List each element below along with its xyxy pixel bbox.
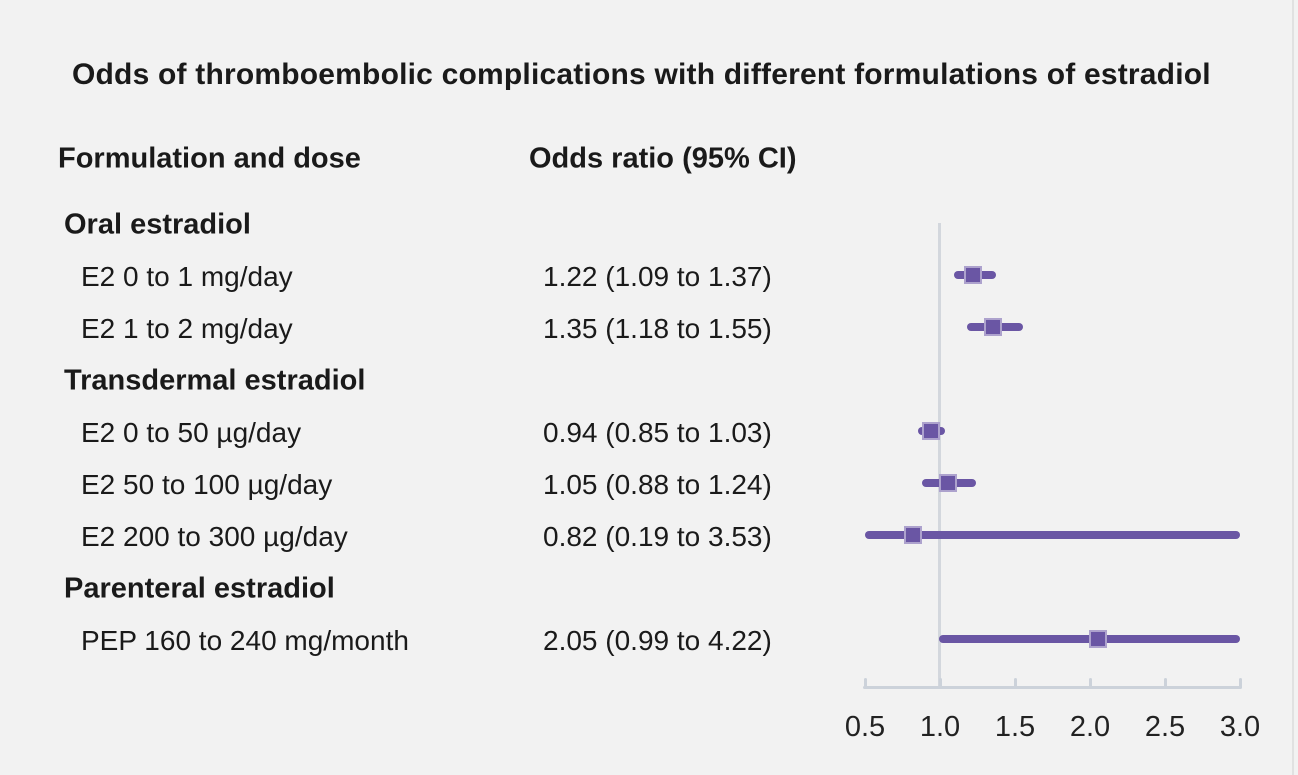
x-axis-tick: [1088, 678, 1092, 688]
row-label: E2 0 to 50 µg/day: [81, 417, 302, 448]
column-header-formulation: Formulation and dose: [58, 142, 361, 175]
row-label: E2 50 to 100 µg/day: [81, 469, 333, 500]
x-axis-tick-label: 1.0: [919, 711, 961, 743]
point-estimate-marker: [904, 526, 922, 544]
ci-line: [865, 531, 1240, 539]
x-axis-tick-label: 1.5: [994, 711, 1036, 743]
x-axis-tick: [863, 678, 867, 688]
column-header-odds-ratio: Odds ratio (95% CI): [529, 142, 797, 175]
x-axis-tick-label: 3.0: [1219, 711, 1261, 743]
chart-title: Odds of thromboembolic complications wit…: [72, 58, 1211, 91]
screenshot-right-edge: [1292, 0, 1294, 775]
point-estimate-marker: [938, 474, 957, 492]
row-odds-ratio-value: 1.05 (0.88 to 1.24): [543, 469, 772, 500]
x-axis-baseline: [863, 686, 1242, 689]
row-odds-ratio-value: 1.22 (1.09 to 1.37): [543, 261, 772, 292]
row-label: PEP 160 to 240 mg/month: [81, 625, 409, 656]
point-estimate-marker: [1088, 630, 1107, 648]
row-odds-ratio-value: 1.35 (1.18 to 1.55): [543, 313, 772, 344]
group-label: Parenteral estradiol: [64, 572, 335, 605]
x-axis-tick: [1163, 678, 1167, 688]
row-label: E2 200 to 300 µg/day: [81, 521, 348, 552]
x-axis-tick: [1238, 678, 1242, 688]
x-axis-tick-label: 2.0: [1069, 711, 1111, 743]
x-axis-tick-label: 0.5: [844, 711, 886, 743]
x-axis-tick: [938, 678, 942, 688]
point-estimate-marker: [983, 318, 1002, 336]
point-estimate-marker: [922, 422, 940, 440]
point-estimate-marker: [964, 266, 982, 284]
x-axis-tick-label: 2.5: [1144, 711, 1186, 743]
group-label: Oral estradiol: [64, 208, 251, 241]
row-odds-ratio-value: 2.05 (0.99 to 4.22): [543, 625, 772, 656]
x-axis-tick: [1013, 678, 1017, 688]
row-odds-ratio-value: 0.94 (0.85 to 1.03): [543, 417, 772, 448]
row-odds-ratio-value: 0.82 (0.19 to 3.53): [543, 521, 772, 552]
group-label: Transdermal estradiol: [64, 364, 366, 397]
row-label: E2 1 to 2 mg/day: [81, 313, 293, 344]
row-label: E2 0 to 1 mg/day: [81, 261, 293, 292]
reference-line-or-1: [938, 223, 941, 688]
